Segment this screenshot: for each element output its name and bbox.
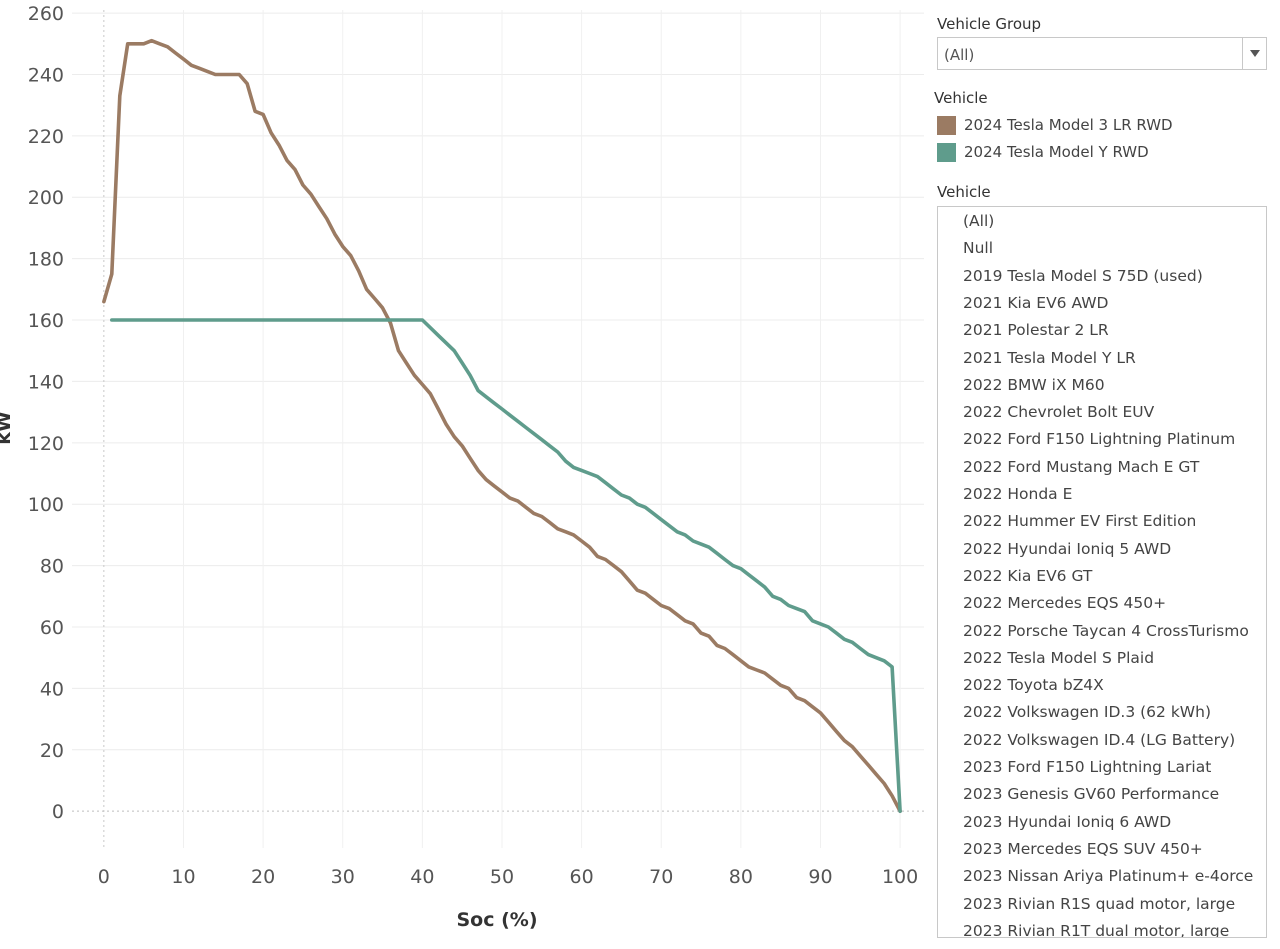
vehicle-list-item[interactable]: 2023 Genesis GV60 Performance (963, 785, 1220, 804)
vehicle-list-item[interactable]: 2021 Kia EV6 AWD (963, 293, 1109, 312)
y-tick-label: 80 (40, 556, 64, 578)
legend-swatch-model-y (937, 142, 956, 162)
y-tick-label: 260 (28, 3, 64, 25)
vehicle-list-item[interactable]: 2022 Volkswagen ID.3 (62 kWh) (963, 703, 1212, 722)
y-tick-label: 0 (52, 801, 64, 823)
vehicle-group-title: Vehicle Group (937, 15, 1042, 33)
vehicle-list-item[interactable]: 2022 Honda E (963, 485, 1073, 503)
x-tick-label: 30 (331, 866, 355, 888)
chevron-down-icon[interactable] (1242, 38, 1266, 69)
y-tick-label: 140 (28, 371, 64, 393)
vehicle-list-item[interactable]: 2023 Rivian R1T dual motor, large (963, 921, 1230, 938)
y-tick-label: 180 (28, 249, 64, 271)
y-tick-label: 100 (28, 494, 64, 516)
y-tick-label: 60 (40, 617, 64, 639)
y-tick-label: 160 (28, 310, 64, 332)
x-tick-label: 10 (171, 866, 195, 888)
vehicle-list-item[interactable]: Null (963, 239, 994, 258)
vehicle-list-item[interactable]: 2022 Ford Mustang Mach E GT (963, 457, 1200, 476)
y-tick-label: 240 (28, 64, 64, 86)
vehicle-list-item[interactable]: 2022 Kia EV6 GT (963, 566, 1093, 585)
legend-label: 2024 Tesla Model Y RWD (964, 143, 1149, 161)
vehicle-list-item[interactable]: 2023 Ford F150 Lightning Lariat (963, 758, 1212, 776)
vehicle-filter-list[interactable]: (All) Null 2019 Tesla Model S 75D (used) 20… (937, 206, 1267, 938)
vehicle-list-item[interactable]: 2022 Ford F150 Lightning Platinum (963, 430, 1236, 449)
y-tick-label: 20 (40, 740, 64, 762)
vehicle-group-value: (All) (944, 46, 975, 64)
vehicle-list-item[interactable]: 2023 Rivian R1S quad motor, large (963, 894, 1236, 913)
vehicle-list-item[interactable]: 2022 Chevrolet Bolt EUV (963, 403, 1155, 422)
vehicle-list-item[interactable]: 2022 Porsche Taycan 4 CrossTurismo (963, 621, 1249, 640)
legend-item-model-y[interactable]: 2024 Tesla Model Y RWD (937, 142, 1149, 162)
vehicle-list-item[interactable]: 2023 Nissan Ariya Platinum+ e-4orce (963, 867, 1254, 886)
vehicle-list-item[interactable]: 2022 Tesla Model S Plaid (963, 648, 1155, 667)
vehicle-list-item[interactable]: 2019 Tesla Model S 75D (used) (963, 266, 1203, 285)
grid-lines (72, 10, 924, 848)
vehicle-list-item[interactable]: 2022 Toyota bZ4X (963, 676, 1104, 695)
series-line-1[interactable] (110, 318, 902, 813)
legend-label: 2024 Tesla Model 3 LR RWD (964, 116, 1173, 134)
charging-curve-chart: 0 20 40 60 80 100 120 140 160 180 200 220 240 260 0 10… (0, 3, 924, 931)
vehicle-list-item[interactable]: 2022 Mercedes EQS 450+ (963, 594, 1167, 613)
y-axis-title: kW (0, 411, 15, 445)
vehicle-list-item[interactable]: 2021 Tesla Model Y LR (963, 348, 1136, 367)
x-tick-label: 50 (490, 866, 514, 888)
vehicle-list-item[interactable]: 2022 Hyundai Ioniq 5 AWD (963, 539, 1172, 558)
y-tick-label: 120 (28, 433, 64, 455)
x-tick-label: 20 (251, 866, 275, 888)
x-axis-title: Soc (%) (456, 909, 537, 931)
x-tick-label: 100 (882, 866, 918, 888)
x-axis-ticks: 0 10 20 30 40 50 60 70 80 90 100 (98, 866, 918, 888)
x-tick-label: 0 (98, 866, 110, 888)
x-tick-label: 90 (808, 866, 832, 888)
vehicle-list-item[interactable]: 2021 Polestar 2 LR (963, 321, 1109, 340)
vehicle-group-dropdown[interactable]: (All) (937, 37, 1267, 70)
x-tick-label: 80 (729, 866, 753, 888)
y-tick-label: 220 (28, 126, 64, 148)
x-tick-label: 70 (649, 866, 673, 888)
x-tick-label: 60 (570, 866, 594, 888)
vehicle-list-item[interactable]: (All) (963, 212, 995, 230)
vehicle-list-item[interactable]: 2022 Volkswagen ID.4 (LG Battery) (963, 730, 1236, 749)
legend-swatch-model-3 (937, 115, 956, 135)
vehicle-list-item[interactable]: 2022 Hummer EV First Edition (963, 512, 1197, 531)
legend-item-model-3[interactable]: 2024 Tesla Model 3 LR RWD (937, 115, 1173, 135)
y-axis-ticks: 0 20 40 60 80 100 120 140 160 180 200 220 240 260 (28, 3, 64, 823)
vehicle-list-item[interactable]: 2022 BMW iX M60 (963, 375, 1105, 394)
legend-title: Vehicle (934, 89, 988, 107)
x-tick-label: 40 (410, 866, 434, 888)
series-lines (102, 38, 902, 813)
y-tick-label: 200 (28, 187, 64, 209)
vehicle-list-item[interactable]: 2023 Mercedes EQS SUV 450+ (963, 839, 1203, 858)
y-tick-label: 40 (40, 678, 64, 700)
vehicle-list-item[interactable]: 2023 Hyundai Ioniq 6 AWD (963, 812, 1172, 831)
series-line-0[interactable] (102, 38, 902, 813)
vehicle-list-title: Vehicle (937, 183, 991, 201)
